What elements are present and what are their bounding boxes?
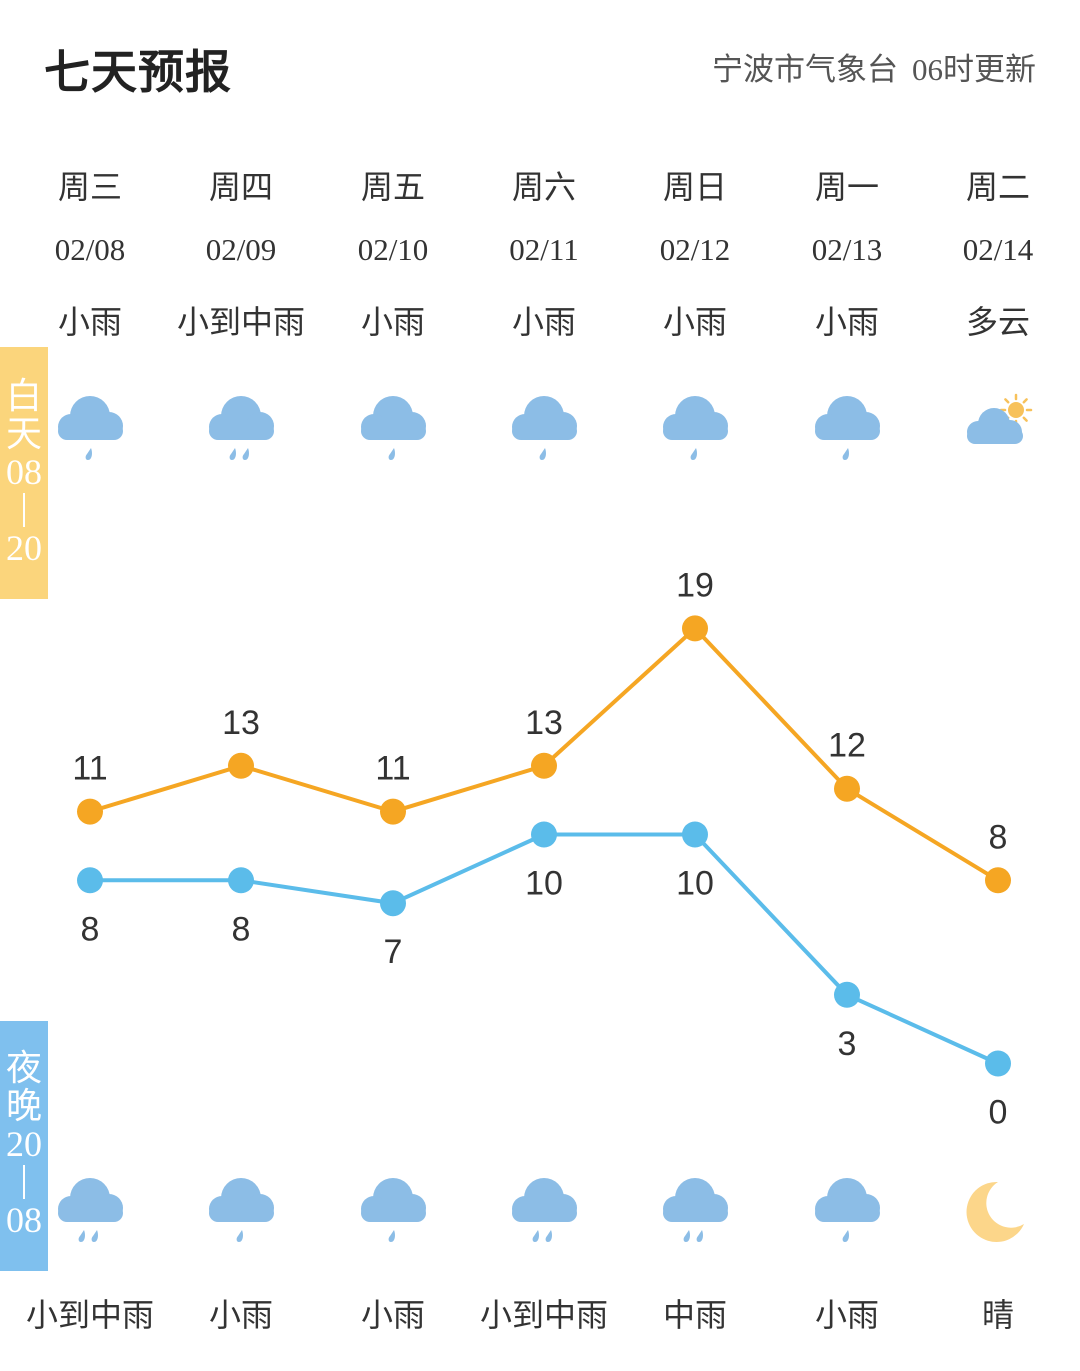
moderate-rain-icon: [663, 1178, 728, 1242]
night-start-hour: 20: [6, 1124, 42, 1164]
night-end-hour: 08: [6, 1200, 42, 1240]
day-weather-label: 小到中雨: [176, 303, 305, 341]
day-weather-label: 小雨: [814, 303, 879, 341]
day-weather-label: 小雨: [511, 303, 576, 341]
night-label-char-1: 夜: [5, 1048, 42, 1088]
day-weather-label: 多云: [965, 303, 1030, 341]
high-temp-point: [531, 752, 557, 779]
day-weather-label: 小雨: [360, 303, 425, 341]
high-temp-point: [682, 615, 708, 642]
light-moderate-rain-icon: [58, 1178, 123, 1242]
day-of-week: 周四: [208, 168, 273, 206]
low-temp-point: [985, 1050, 1011, 1077]
high-temp-point: [985, 867, 1011, 894]
light-rain-icon: [663, 396, 728, 460]
high-temp-point: [380, 798, 406, 825]
night-weather-label: 小雨: [208, 1296, 273, 1334]
low-temp-label: 0: [989, 1094, 1008, 1132]
light-rain-icon: [815, 1178, 880, 1242]
low-temp-point: [682, 821, 708, 848]
low-temp-point: [531, 821, 557, 848]
low-temp-label: 10: [525, 865, 563, 903]
high-temp-label: 12: [828, 727, 866, 765]
high-temp-label: 11: [375, 750, 410, 788]
high-temp-label: 13: [525, 704, 563, 742]
day-weather-label: 小雨: [57, 303, 122, 341]
day-of-week: 周五: [360, 168, 425, 206]
day-label-char-1: 白: [5, 376, 42, 416]
high-temp-label: 19: [676, 566, 714, 604]
daytime-band: 白 天 08 20: [0, 347, 48, 599]
low-temp-label: 8: [232, 910, 251, 948]
low-temp-label: 8: [81, 910, 100, 948]
night-label-char-2: 晚: [5, 1086, 42, 1126]
night-weather-label: 小到中雨: [479, 1296, 608, 1334]
day-start-hour: 08: [6, 452, 42, 492]
light-moderate-rain-icon: [512, 1178, 577, 1242]
day-range-divider: [23, 493, 25, 527]
high-temp-point: [77, 798, 103, 825]
night-weather-label: 晴: [981, 1296, 1014, 1334]
forecast-date: 02/13: [811, 232, 883, 267]
day-of-week: 周二: [965, 168, 1030, 206]
day-of-week: 周三: [57, 168, 122, 206]
source-info: 宁波市气象台 06时更新: [712, 44, 1036, 89]
low-temp-label: 3: [838, 1025, 857, 1063]
light-moderate-rain-icon: [209, 396, 274, 460]
night-weather-label: 中雨: [662, 1296, 727, 1334]
partly-cloudy-icon: [967, 393, 1033, 444]
light-rain-icon: [361, 396, 426, 460]
high-temp-point: [834, 775, 860, 802]
night-band: 夜 晚 20 08: [0, 1021, 48, 1271]
light-rain-icon: [361, 1178, 426, 1242]
day-weather-label: 小雨: [662, 303, 727, 341]
day-of-week: 周一: [814, 168, 879, 206]
low-temp-point: [380, 890, 406, 917]
night-range-divider: [23, 1165, 25, 1199]
moon-icon: [966, 1181, 1024, 1242]
low-temp-point: [228, 867, 254, 894]
day-label-char-2: 天: [5, 414, 42, 454]
day-end-hour: 20: [6, 528, 42, 568]
high-temp-point: [228, 752, 254, 779]
day-of-week: 周六: [511, 168, 576, 206]
update-time: 06时更新: [912, 52, 1036, 87]
forecast-date: 02/10: [357, 232, 429, 267]
forecast-date: 02/08: [54, 232, 126, 267]
low-temp-point: [834, 981, 860, 1008]
source-name: 宁波市气象台: [712, 52, 898, 88]
day-of-week: 周日: [662, 168, 727, 206]
low-temp-point: [77, 867, 103, 894]
night-weather-label: 小雨: [814, 1296, 879, 1334]
night-weather-label: 小雨: [360, 1296, 425, 1334]
low-temp-label: 7: [384, 933, 403, 971]
forecast-date: 02/12: [659, 232, 731, 267]
light-rain-icon: [209, 1178, 274, 1242]
forecast-date: 02/09: [205, 232, 277, 267]
night-weather-label: 小到中雨: [25, 1296, 154, 1334]
light-rain-icon: [815, 396, 880, 460]
low-temp-label: 10: [676, 865, 714, 903]
high-temp-label: 8: [989, 818, 1008, 856]
high-temp-label: 11: [72, 750, 107, 788]
page-title: 七天预报: [44, 45, 232, 99]
forecast-date: 02/14: [962, 232, 1034, 267]
forecast-date: 02/11: [509, 232, 579, 267]
light-rain-icon: [512, 396, 577, 460]
light-rain-icon: [58, 396, 123, 460]
high-temp-label: 13: [222, 704, 260, 742]
